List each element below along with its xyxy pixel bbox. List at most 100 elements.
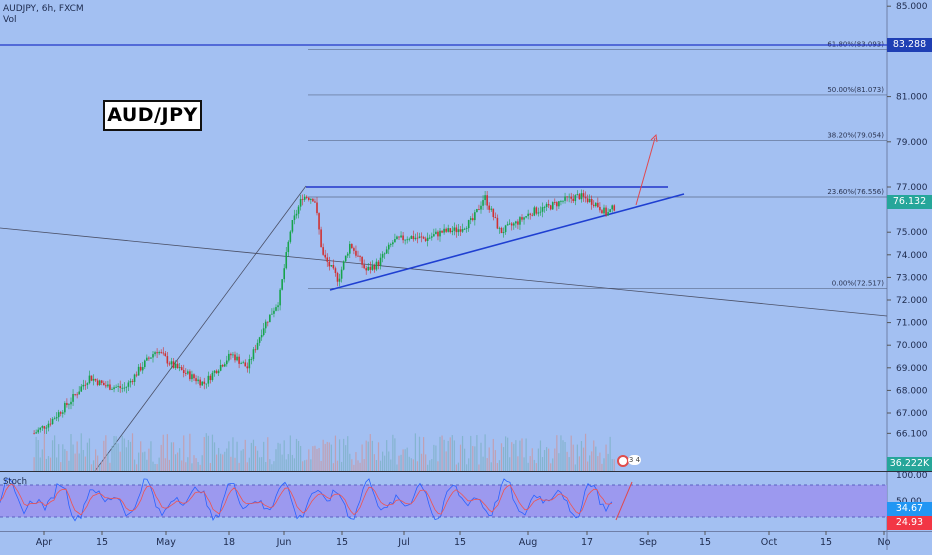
volume-bar [566, 451, 568, 471]
candle-body [445, 228, 447, 232]
candle-body [597, 202, 599, 207]
volume-bar [580, 441, 583, 471]
volume-bar [556, 435, 558, 471]
candle-body [154, 352, 156, 355]
volume-bar [390, 459, 392, 471]
volume-bar [328, 442, 330, 471]
volume-bar [502, 447, 505, 471]
volume-bar [88, 438, 91, 471]
volume-bar [560, 435, 562, 471]
candle-body [211, 372, 214, 381]
candle-body [131, 381, 134, 382]
candle-body [613, 205, 616, 211]
candle-body [45, 427, 48, 429]
volume-bar [263, 441, 265, 471]
candle-body [68, 404, 70, 406]
volume-bar [211, 434, 214, 471]
volume-bar [300, 445, 302, 471]
volume-bar [269, 459, 271, 471]
candle-body [467, 220, 470, 229]
candle-body [283, 268, 285, 280]
volume-bar [406, 447, 408, 471]
volume-bar [238, 462, 240, 471]
volume-bar [400, 454, 402, 471]
candle-body [398, 236, 400, 238]
candle-body [174, 363, 177, 368]
volume-bar [435, 445, 437, 471]
candle-body [244, 362, 247, 367]
candle-body [490, 208, 493, 210]
volume-bar [80, 433, 82, 471]
volume-bar [472, 446, 474, 471]
volume-bar [187, 457, 189, 471]
candle-body [508, 223, 511, 225]
volume-bar [90, 464, 93, 471]
candle-body [426, 237, 429, 241]
fib-anchor-line [94, 185, 307, 472]
candle-body [252, 349, 255, 360]
candle-body [519, 217, 521, 225]
chart-title-box: AUD/JPY [103, 100, 202, 131]
candle-body [94, 378, 97, 381]
price-axis-label: 68.000 [896, 386, 928, 396]
candle-body [451, 230, 454, 233]
candle-body [109, 384, 111, 390]
volume-bar [361, 444, 363, 471]
volume-bar [310, 459, 312, 471]
price-axis-label: 77.000 [896, 183, 928, 193]
candle-body [576, 194, 579, 196]
candle-body [199, 379, 201, 386]
candle-body [37, 429, 39, 433]
volume-bar [138, 452, 140, 471]
volume-bar [146, 459, 148, 471]
candle-body [228, 353, 230, 361]
candle-body [221, 364, 224, 367]
volume-bar [570, 435, 572, 471]
time-axis-label: May [156, 537, 176, 548]
candle-body [195, 378, 197, 382]
candle-body [541, 207, 544, 212]
volume-bar [535, 463, 537, 471]
volume-bar [121, 435, 123, 471]
volume-bar [441, 435, 443, 471]
volume-bar [58, 444, 60, 471]
volume-bar [591, 451, 593, 471]
volume-bar [527, 462, 529, 471]
candle-body [521, 217, 523, 220]
price-axis-label: 81.000 [896, 93, 928, 103]
volume-bar [177, 452, 179, 471]
candle-body [435, 231, 437, 235]
volume-bar [82, 449, 84, 471]
candle-body [242, 362, 244, 364]
volume-bar [382, 451, 384, 471]
volume-bar [519, 440, 521, 471]
candle-body [529, 213, 531, 215]
volume-bar [220, 453, 222, 471]
candle-body [443, 228, 445, 233]
volume-bar [359, 462, 361, 471]
time-axis-label: Jul [397, 537, 409, 548]
volume-bar [308, 449, 310, 471]
candle-body [390, 244, 392, 246]
volume-bar [525, 438, 527, 471]
candle-body [469, 218, 472, 221]
candle-body [351, 243, 353, 249]
candle-body [463, 228, 466, 230]
candle-body [400, 235, 402, 238]
candle-body [474, 212, 476, 221]
volume-bar [70, 434, 72, 471]
volume-bar [47, 456, 50, 471]
candle-body [349, 243, 351, 254]
candle-body [185, 373, 187, 374]
long-trendline [0, 227, 888, 317]
candle-body [383, 253, 386, 255]
candle-body [582, 193, 585, 197]
volume-bar [39, 457, 41, 471]
volume-bar [505, 436, 507, 471]
candle-body [262, 328, 265, 336]
candle-body [279, 289, 281, 306]
volume-bar [367, 441, 369, 471]
volume-bar [259, 457, 261, 471]
